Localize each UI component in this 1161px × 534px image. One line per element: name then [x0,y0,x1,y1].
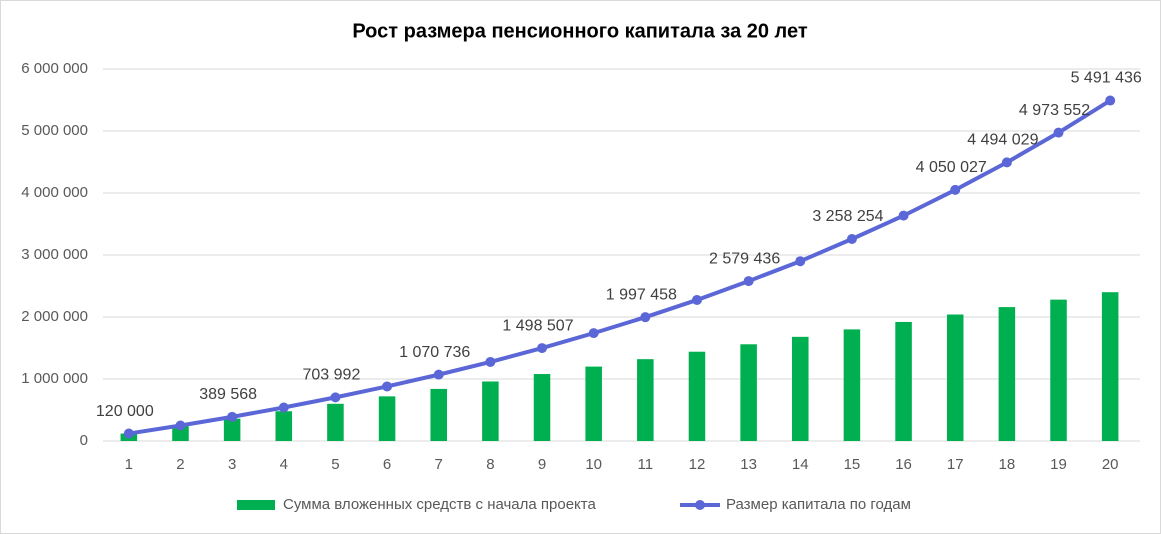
line [128,98,1112,436]
bar [688,351,706,441]
line-point [846,233,857,244]
y-tick-label: 5 000 000 [21,122,88,139]
x-tick-label: 15 [844,456,861,473]
bar [172,426,189,441]
x-tick-label: 19 [1050,456,1067,473]
line-point [1053,127,1064,138]
line-point [743,276,754,287]
bar [533,374,551,441]
legend-label: Размер капитала по годам [726,496,911,513]
x-tick-label: 2 [176,456,184,473]
x-tick-label: 16 [895,456,912,473]
bar [1050,299,1067,441]
data-label: 4 973 552 [1019,102,1090,119]
data-label: 5 491 436 [1071,70,1142,87]
line-point [1105,95,1116,106]
chart-title: Рост размера пенсионного капитала за 20 … [352,20,808,42]
line-point [640,312,651,323]
legend-swatch [237,500,275,510]
data-label: 3 258 254 [812,208,883,225]
legend-swatch [695,500,705,510]
y-tick-label: 4 000 000 [21,184,88,201]
bar [637,359,654,441]
bar [1101,292,1119,441]
legend-label: Сумма вложенных средств с начала проекта [283,496,596,513]
x-tick-label: 11 [638,456,654,473]
x-tick-label: 9 [538,456,546,473]
bar [482,381,499,441]
line-point [537,343,548,354]
bar [223,418,241,441]
bar [585,366,602,441]
line-point [898,210,909,221]
x-tick-label: 17 [947,456,964,473]
line-point [588,328,599,339]
x-tick-label: 6 [383,456,391,473]
x-tick-label: 4 [280,456,288,473]
bar [792,336,809,441]
x-tick-label: 13 [740,456,757,473]
bar [895,321,912,441]
y-tick-label: 0 [80,432,88,449]
data-label: 4 050 027 [916,159,987,176]
x-tick-label: 20 [1102,456,1119,473]
y-tick-label: 1 000 000 [21,370,88,387]
y-tick-label: 6 000 000 [21,60,88,77]
y-tick-label: 3 000 000 [21,246,88,263]
line-point [123,428,134,439]
x-tick-label: 14 [792,456,809,473]
bar [378,396,396,441]
x-tick-label: 8 [486,456,494,473]
data-label: 703 992 [303,367,361,384]
bar [327,403,344,441]
line-point [330,392,341,403]
bar [430,388,447,441]
data-label: 1 498 507 [502,317,573,334]
x-tick-label: 1 [125,456,133,473]
bar [275,411,293,441]
x-tick-label: 12 [689,456,706,473]
bar [998,307,1016,441]
data-label: 389 568 [199,386,257,403]
data-label: 1 997 458 [606,286,677,303]
line-point [1001,157,1012,168]
line-point [691,294,702,305]
data-label: 2 579 436 [709,250,780,267]
line-point [278,402,289,413]
bar [740,344,757,441]
x-tick-label: 18 [999,456,1016,473]
line-point [175,420,186,431]
y-tick-label: 2 000 000 [21,308,88,325]
x-tick-label: 7 [435,456,443,473]
line-point [795,256,806,267]
data-label: 4 494 029 [967,132,1038,149]
line-point [227,411,238,422]
line-point [433,369,444,380]
line-point [950,184,961,195]
line-point [485,356,496,367]
x-tick-label: 10 [585,456,602,473]
x-tick-label: 3 [228,456,236,473]
data-label: 1 070 736 [399,344,470,361]
bar [843,329,861,441]
line-point [382,381,393,392]
data-label: 120 000 [96,403,154,420]
bar [946,314,964,441]
x-tick-label: 5 [331,456,339,473]
